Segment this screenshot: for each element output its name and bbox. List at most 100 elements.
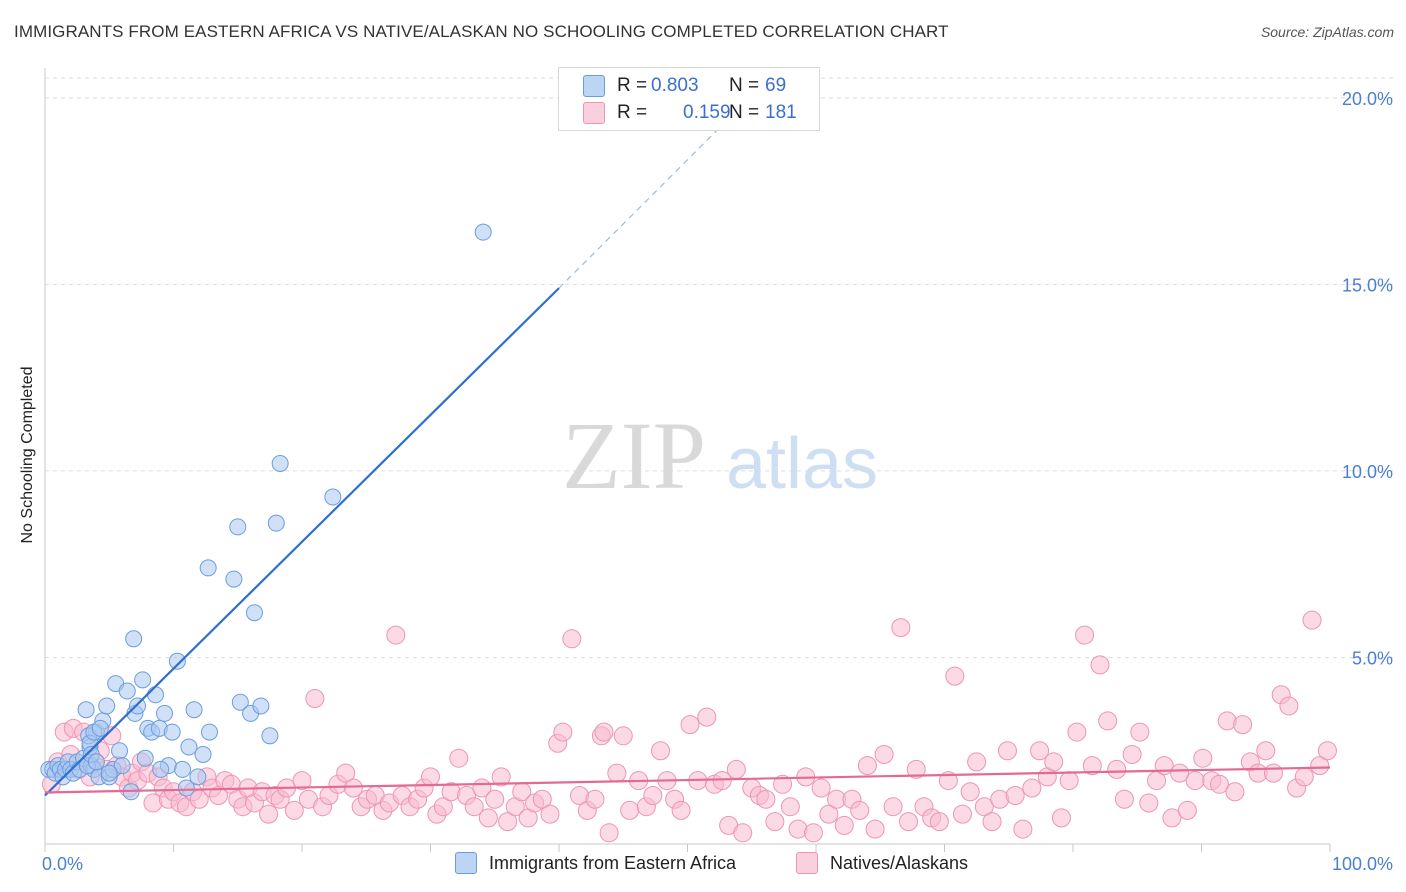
eastern-africa-point — [252, 697, 270, 715]
natives-point — [952, 804, 972, 824]
natives-point — [1279, 696, 1299, 716]
eastern-africa-point — [163, 723, 181, 741]
natives-point — [883, 797, 903, 817]
natives-point — [780, 797, 800, 817]
eastern-africa-point — [134, 671, 152, 689]
legend-n-label: N = — [729, 75, 760, 96]
eastern-africa-point — [194, 745, 212, 763]
natives-trend-line — [44, 766, 1331, 794]
eastern-africa-point — [271, 454, 289, 472]
stats-legend: R = 0.803 N = 69 R = 0.159 N = 181 — [558, 67, 820, 131]
natives-point — [1107, 759, 1127, 779]
eastern-africa-point — [156, 704, 174, 722]
legend-swatch-blue — [583, 75, 605, 97]
eastern-africa-point — [199, 559, 217, 577]
natives-point — [1098, 711, 1118, 731]
natives-point — [585, 789, 605, 809]
legend-n-value: 69 — [765, 75, 787, 96]
legend-label: Natives/Alaskans — [830, 852, 969, 873]
eastern-africa-point — [77, 701, 95, 719]
natives-point — [449, 748, 469, 768]
eastern-africa-point — [177, 779, 195, 797]
natives-point — [671, 800, 691, 820]
legend-label: Immigrants from Eastern Africa — [489, 852, 737, 873]
legend-item-natives: Natives/Alaskans — [796, 852, 968, 874]
natives-point — [906, 759, 926, 779]
trend-lines — [44, 127, 1331, 797]
natives-point — [1013, 819, 1033, 839]
legend-r-value: 0.803 — [651, 75, 699, 96]
eastern-africa-point — [87, 753, 105, 771]
natives-point — [997, 741, 1017, 761]
eastern-africa-point — [147, 686, 165, 704]
natives-point — [1185, 771, 1205, 791]
natives-point — [1302, 610, 1322, 630]
natives-point — [1263, 763, 1283, 783]
natives-point — [1051, 808, 1071, 828]
natives-point — [421, 767, 440, 787]
natives-point — [865, 819, 885, 839]
natives-point — [562, 629, 582, 649]
watermark: ZIP atlas — [562, 402, 878, 509]
natives-point — [726, 759, 746, 779]
natives-point — [485, 789, 505, 809]
natives-point — [1177, 800, 1197, 820]
natives-point — [680, 715, 700, 735]
natives-point — [336, 763, 356, 783]
eastern-africa-point — [152, 760, 170, 778]
natives-point — [1075, 625, 1095, 645]
eastern-africa-point — [324, 488, 342, 506]
y-tick-label: 15.0% — [1342, 275, 1393, 295]
y-tick-label: 20.0% — [1342, 89, 1393, 109]
natives-point — [594, 722, 614, 742]
natives-point — [819, 804, 839, 824]
gridlines — [45, 77, 1395, 658]
eastern-africa-point — [229, 518, 247, 536]
eastern-africa-point — [180, 738, 198, 756]
natives-point — [1317, 741, 1337, 761]
eastern-africa-point — [225, 570, 243, 588]
eastern-africa-point — [111, 742, 129, 760]
natives-point — [834, 815, 854, 835]
natives-point — [857, 756, 877, 776]
x-tick-label: 0.0% — [42, 854, 83, 874]
natives-point — [1193, 748, 1213, 768]
natives-point — [697, 707, 717, 727]
eastern-africa-point — [185, 701, 203, 719]
natives-point — [540, 804, 560, 824]
natives-point — [305, 689, 325, 708]
source-label: Source: ZipAtlas.com — [1260, 24, 1394, 40]
eastern-africa-point — [474, 223, 492, 241]
natives-point — [386, 625, 406, 645]
natives-point — [292, 771, 312, 791]
eastern-africa-point — [261, 727, 279, 745]
natives-point — [1122, 744, 1142, 764]
natives-point — [850, 800, 870, 820]
natives-point — [1030, 741, 1050, 761]
natives-point — [773, 774, 793, 794]
tick-labels: 5.0% 10.0% 15.0% 20.0% 0.0% 100.0% — [42, 89, 1393, 874]
natives-point — [756, 789, 776, 809]
natives-point — [1256, 741, 1276, 761]
natives-point — [433, 797, 453, 817]
natives-point — [491, 767, 511, 787]
eastern-africa-point — [91, 719, 109, 737]
natives-point — [553, 722, 573, 742]
natives-point — [1059, 771, 1079, 791]
eastern-africa-point — [245, 604, 263, 622]
natives-point — [1005, 786, 1025, 805]
watermark-atlas: atlas — [726, 424, 878, 504]
natives-point — [1233, 715, 1253, 735]
natives-point — [811, 778, 831, 798]
natives-point — [1139, 793, 1159, 813]
natives-point — [1067, 722, 1087, 742]
natives-point — [259, 804, 279, 824]
eastern-africa-point — [173, 760, 191, 778]
legend-item-eastern-africa: Immigrants from Eastern Africa — [455, 852, 736, 874]
watermark-zip: ZIP — [562, 402, 706, 509]
legend-n-value: 181 — [765, 102, 797, 123]
natives-point — [1162, 808, 1182, 828]
y-tick-label: 10.0% — [1342, 462, 1393, 482]
natives-point — [1090, 655, 1110, 675]
